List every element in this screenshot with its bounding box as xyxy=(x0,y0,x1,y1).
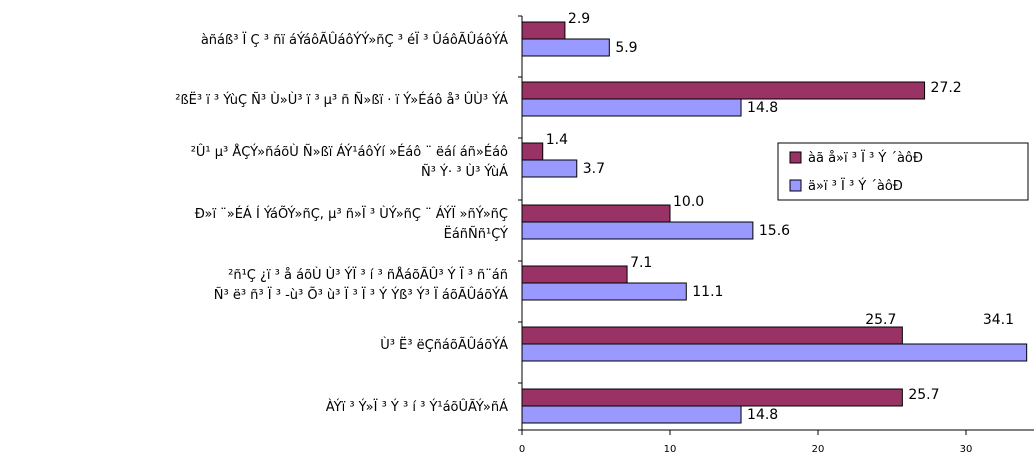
value-label-series-2-cat-4: 15.6 xyxy=(759,223,790,239)
value-label-series-1-cat-6: 25.7 xyxy=(865,312,896,328)
bar-series-2-cat-7 xyxy=(521,405,742,424)
value-label-series-1-cat-3: 1.4 xyxy=(546,132,568,148)
x-tick-label-1: 0 xyxy=(519,444,525,455)
category-labels-group: àñáß³ Ï Ç ³ ñï áÝáôÃÛáôÝÝ»ñÇ ³ éÏ ³ ÛáôÃ… xyxy=(175,32,508,415)
bar-series-2-cat-6 xyxy=(521,343,1028,362)
legend-box xyxy=(777,142,1029,201)
value-label-series-2-cat-3: 3.7 xyxy=(583,161,605,177)
category-label-4-line-2: ËáñÑñ¹ÇÝ xyxy=(444,226,508,242)
value-label-series-1-cat-5: 7.1 xyxy=(630,255,652,271)
x-tick-label-3: 20 xyxy=(812,444,825,455)
legend-label-series-1: àã å»ï ³ Ï ³ Ý ´àôÐ xyxy=(808,150,923,166)
value-label-series-1-cat-4: 10.0 xyxy=(673,194,704,210)
value-label-series-1-cat-1: 2.9 xyxy=(568,11,590,27)
bar-series-1-cat-6 xyxy=(521,326,903,345)
bar-series-2-cat-2 xyxy=(521,98,742,117)
category-label-5-line-2: Ñ³ ë³ ñ³ Ï ³ -ù³ Õ³ ù³ Ï ³ Ï ³ Ý Ýß³ Ý³ … xyxy=(214,287,508,303)
legend-swatch-series-2 xyxy=(789,179,802,192)
category-label-7: ÀÝï ³ Ý»Ï ³ Ý ³ í ³ Ý¹áõÛÃÝ»ñÁ xyxy=(326,399,508,415)
bar-series-1-cat-4 xyxy=(521,204,671,223)
bar-series-2-cat-3 xyxy=(521,159,578,178)
category-label-1: àñáß³ Ï Ç ³ ñï áÝáôÃÛáôÝÝ»ñÇ ³ éÏ ³ ÛáôÃ… xyxy=(201,32,508,48)
value-labels-group: 2.9 5.9 27.2 14.8 1.4 3.7 10.0 15.6 7.1 11.1 25.7 3… xyxy=(546,11,1014,423)
bar-series-2-cat-5 xyxy=(521,282,687,301)
category-label-2: ²ßË³ ï ³ ÝùÇ Ñ³ Ù»Ù³ ï ³ µ³ ñ Ñ»ßï · ï Ý… xyxy=(175,92,508,108)
bar-series-2-cat-1 xyxy=(521,38,610,57)
value-label-series-2-cat-5: 11.1 xyxy=(692,284,723,300)
category-label-4-line-1: Ð»ï ¨»ÉÁ Í ÝáÕÝ»ñÇ, µ³ ñ»Ï ³ ÙÝ»ñÇ ¨ ÁÝÏ… xyxy=(195,206,508,222)
bar-series-1-cat-1 xyxy=(521,21,566,40)
bar-series-1-cat-5 xyxy=(521,265,628,284)
value-label-series-2-cat-6: 34.1 xyxy=(983,312,1014,328)
x-tick-label-2: 10 xyxy=(664,444,677,455)
bar-series-1-cat-7 xyxy=(521,388,903,407)
bar-series-2-cat-4 xyxy=(521,221,754,240)
bar-series-1-cat-3 xyxy=(521,142,544,161)
value-label-series-1-cat-7: 25.7 xyxy=(908,387,939,403)
value-label-series-2-cat-7: 14.8 xyxy=(747,407,778,423)
value-label-series-2-cat-2: 14.8 xyxy=(747,100,778,116)
bar-series-1-cat-2 xyxy=(521,81,926,100)
value-label-series-1-cat-2: 27.2 xyxy=(931,80,962,96)
value-label-series-2-cat-1: 5.9 xyxy=(615,40,637,56)
category-label-5-line-1: ²ñ¹Ç ¿ï ³ å áõÙ Ù³ ÝÏ ³ í ³ ñÅáõÃÛ³ Ý Ï … xyxy=(228,267,508,283)
category-label-3-line-1: ²Û¹ µ³ ÅÇÝ»ñáõÙ Ñ»ßï ÁÝ¹áôÝí »Éáô ¨ ëáí … xyxy=(191,144,508,160)
legend: àã å»ï ³ Ï ³ Ý ´àôÐ ä»ï ³ Ï ³ Ý ´àôÐ xyxy=(777,142,1029,201)
category-label-3-line-2: Ñ³ Ý· ³ Ù³ ÝùÁ xyxy=(421,164,508,180)
x-tick-label-4: 30 xyxy=(960,444,973,455)
legend-label-series-2: ä»ï ³ Ï ³ Ý ´àôÐ xyxy=(808,178,903,194)
category-label-6: Ù³ Ë³ ëÇñáõÃÛáõÝÁ xyxy=(380,337,508,353)
x-axis: 0 10 20 30 xyxy=(518,15,1034,455)
legend-swatch-series-1 xyxy=(789,151,802,164)
